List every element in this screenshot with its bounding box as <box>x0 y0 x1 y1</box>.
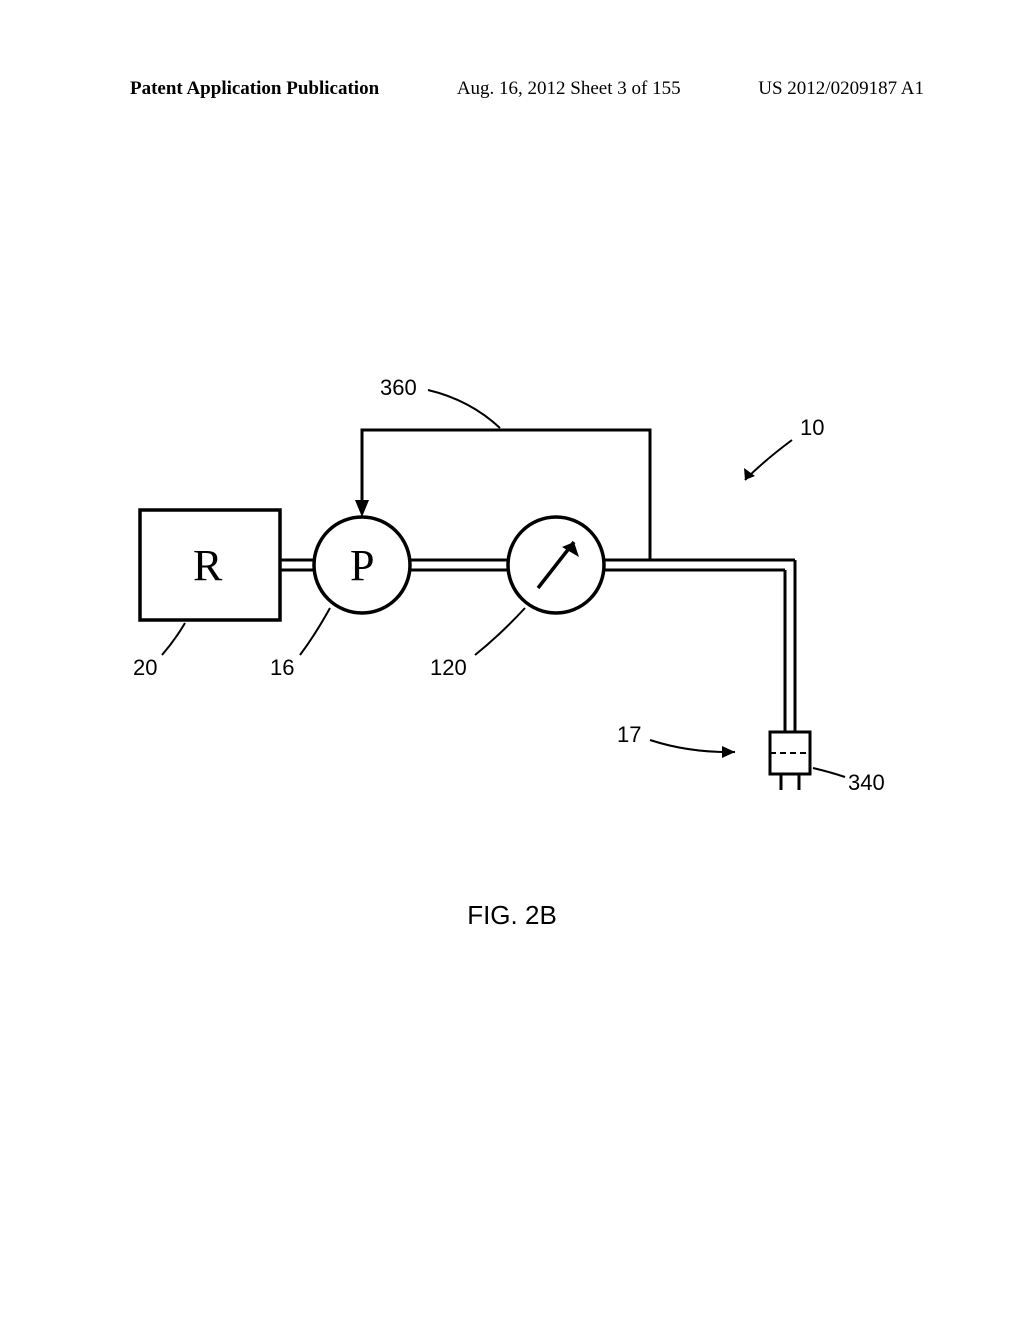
ref-17-leader-head <box>722 746 735 758</box>
ref-120: 120 <box>430 655 467 680</box>
header-publication: Patent Application Publication <box>130 78 379 100</box>
pump-label: P <box>350 541 374 590</box>
page-header: Patent Application Publication Aug. 16, … <box>0 78 1024 100</box>
ref-340-leader <box>813 768 845 777</box>
header-date-sheet: Aug. 16, 2012 Sheet 3 of 155 <box>457 78 681 100</box>
ref-360-leader <box>428 390 500 428</box>
ref-16: 16 <box>270 655 294 680</box>
ref-16-leader <box>300 608 330 655</box>
ref-17: 17 <box>617 722 641 747</box>
diagram-svg: R P 20 16 <box>130 380 910 840</box>
schematic-diagram: R P 20 16 <box>130 380 910 800</box>
ref-20: 20 <box>133 655 157 680</box>
header-patent-number: US 2012/0209187 A1 <box>758 78 924 100</box>
ref-20-leader <box>162 623 185 655</box>
ref-10-leader-head <box>744 468 755 480</box>
figure-label: FIG. 2B <box>0 900 1024 931</box>
feedback-arrowhead <box>355 500 369 517</box>
reservoir-label: R <box>193 541 223 590</box>
ref-10: 10 <box>800 415 824 440</box>
ref-360: 360 <box>380 375 417 400</box>
ref-120-leader <box>475 608 525 655</box>
ref-340: 340 <box>848 770 885 795</box>
